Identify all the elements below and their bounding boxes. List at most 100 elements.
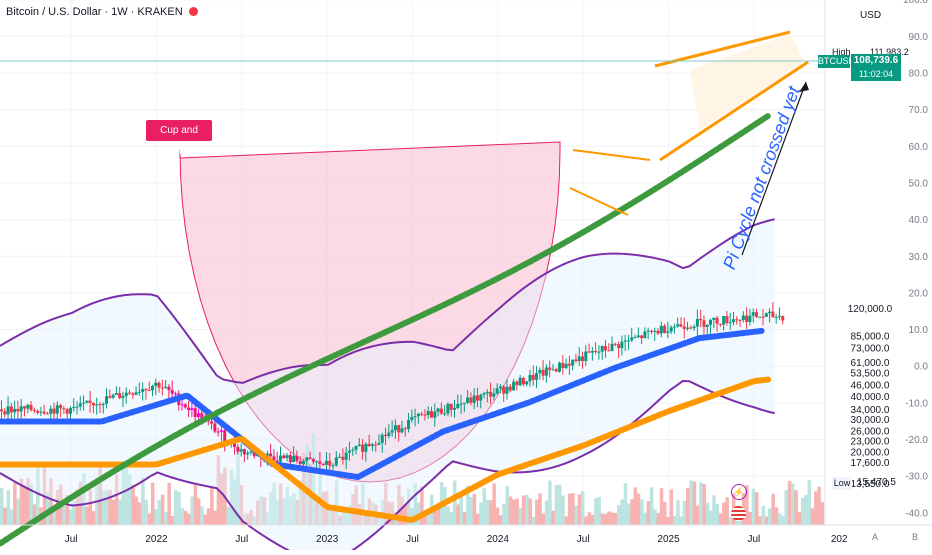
volume-bar [295,500,299,525]
volume-bar [797,512,802,525]
volume-bar [636,493,641,525]
candle-body [22,406,26,409]
candle-body [682,326,686,329]
candle-body [426,411,430,416]
volume-bar [62,505,66,525]
auto-scale-button[interactable]: A [872,532,879,542]
candle-body [265,453,269,456]
candle-body [676,324,680,327]
symbol-title[interactable]: Bitcoin / U.S. Dollar · 1W · KRAKEN [6,6,183,18]
volume-bar [288,496,293,525]
volume-bar [479,502,483,525]
osc-tick-label: -40.0 [905,508,928,519]
volume-bar [449,511,454,525]
volume-bar [751,488,756,525]
candle-body [768,311,772,314]
volume-bar [347,505,352,525]
volume-bar [164,512,168,525]
volume-bar [561,495,565,525]
candle-body [301,461,305,465]
header-title: Bitcoin / U.S. Dollar · 1W · KRAKEN [6,6,198,18]
volume-bar [814,491,818,525]
candle-body [108,396,112,398]
volume-bar [686,487,690,525]
low-value: 15,470.5 [857,477,896,488]
candle-body [390,430,394,433]
osc-tick-label: 20.0 [909,288,929,299]
price-tick-label: 13,550.0 [851,479,890,490]
osc-tick-label: 30.0 [909,252,929,263]
lightning-icon[interactable]: ⚡ [731,484,747,500]
candle-body [482,393,486,395]
volume-bar [380,499,385,525]
volume-bar [456,504,460,525]
volume-bar [643,512,647,525]
volume-bar [528,498,532,525]
candle-body [620,341,624,349]
candle-body [715,317,719,324]
settings-button[interactable]: B [912,532,919,542]
volume-bar [679,516,683,525]
candle-body [347,450,351,453]
candle-body [574,359,578,362]
price-tick-label: 53,500.0 [851,369,890,380]
candle-body [101,403,105,406]
cup-handle-label[interactable]: Cup and Handle [146,120,212,157]
price-tick-label: 85,000.0 [851,331,890,342]
candle-body [361,444,365,452]
volume-bar [800,497,805,525]
candle-body [456,404,460,409]
volume-bar [233,479,237,525]
candle-body [318,461,322,464]
bollinger-lower [0,380,775,555]
volume-bar [433,506,437,525]
osc-tick-label: -20.0 [905,435,928,446]
candle-body [85,400,89,403]
time-tick-label: Jul [577,534,590,545]
candles [0,302,785,474]
volume-bar [420,486,424,525]
volume-bar [160,494,165,525]
cross-circle-icon[interactable] [188,7,198,16]
osc-tick-label: 10.0 [909,325,929,336]
candle-body [407,420,411,429]
volume-bar [390,502,395,525]
volume-bar [492,483,496,525]
flag-icon[interactable] [731,506,746,521]
volume-bar [279,483,283,525]
volume-bar [180,508,185,525]
candle-body [164,386,168,388]
candle-body [731,319,735,323]
volume-bar [105,490,109,525]
candle-body [105,396,109,404]
volume-bar [623,483,628,525]
candle-body [689,327,693,329]
volume-bar [754,492,759,525]
candle-body [269,453,273,457]
candle-body [515,381,519,386]
candle-body [439,408,443,414]
volume-bar [712,495,716,525]
currency-label[interactable]: USD [860,10,882,21]
candle-body [196,413,200,417]
time-tick-label: 2024 [487,534,510,545]
last-price-tag[interactable]: 108,739.6 [851,54,901,68]
volume-bar [45,491,50,525]
price-tick-label: 17,600.0 [851,458,890,469]
candle-body [95,404,99,406]
volume-bar [318,468,322,525]
volume-bar [6,490,11,525]
time-tick-label: 2025 [657,534,680,545]
symbol-tag[interactable]: BTCUSD [818,55,856,68]
candle-body [485,391,489,394]
candle-body [764,313,768,317]
candle-body [377,442,381,445]
candle-body [741,315,745,321]
volume-bar [328,509,332,525]
volume-bar [748,511,752,525]
volume-bar [725,497,729,525]
candle-body [535,373,539,380]
candle-body [370,444,374,447]
volume-bar [331,505,336,525]
